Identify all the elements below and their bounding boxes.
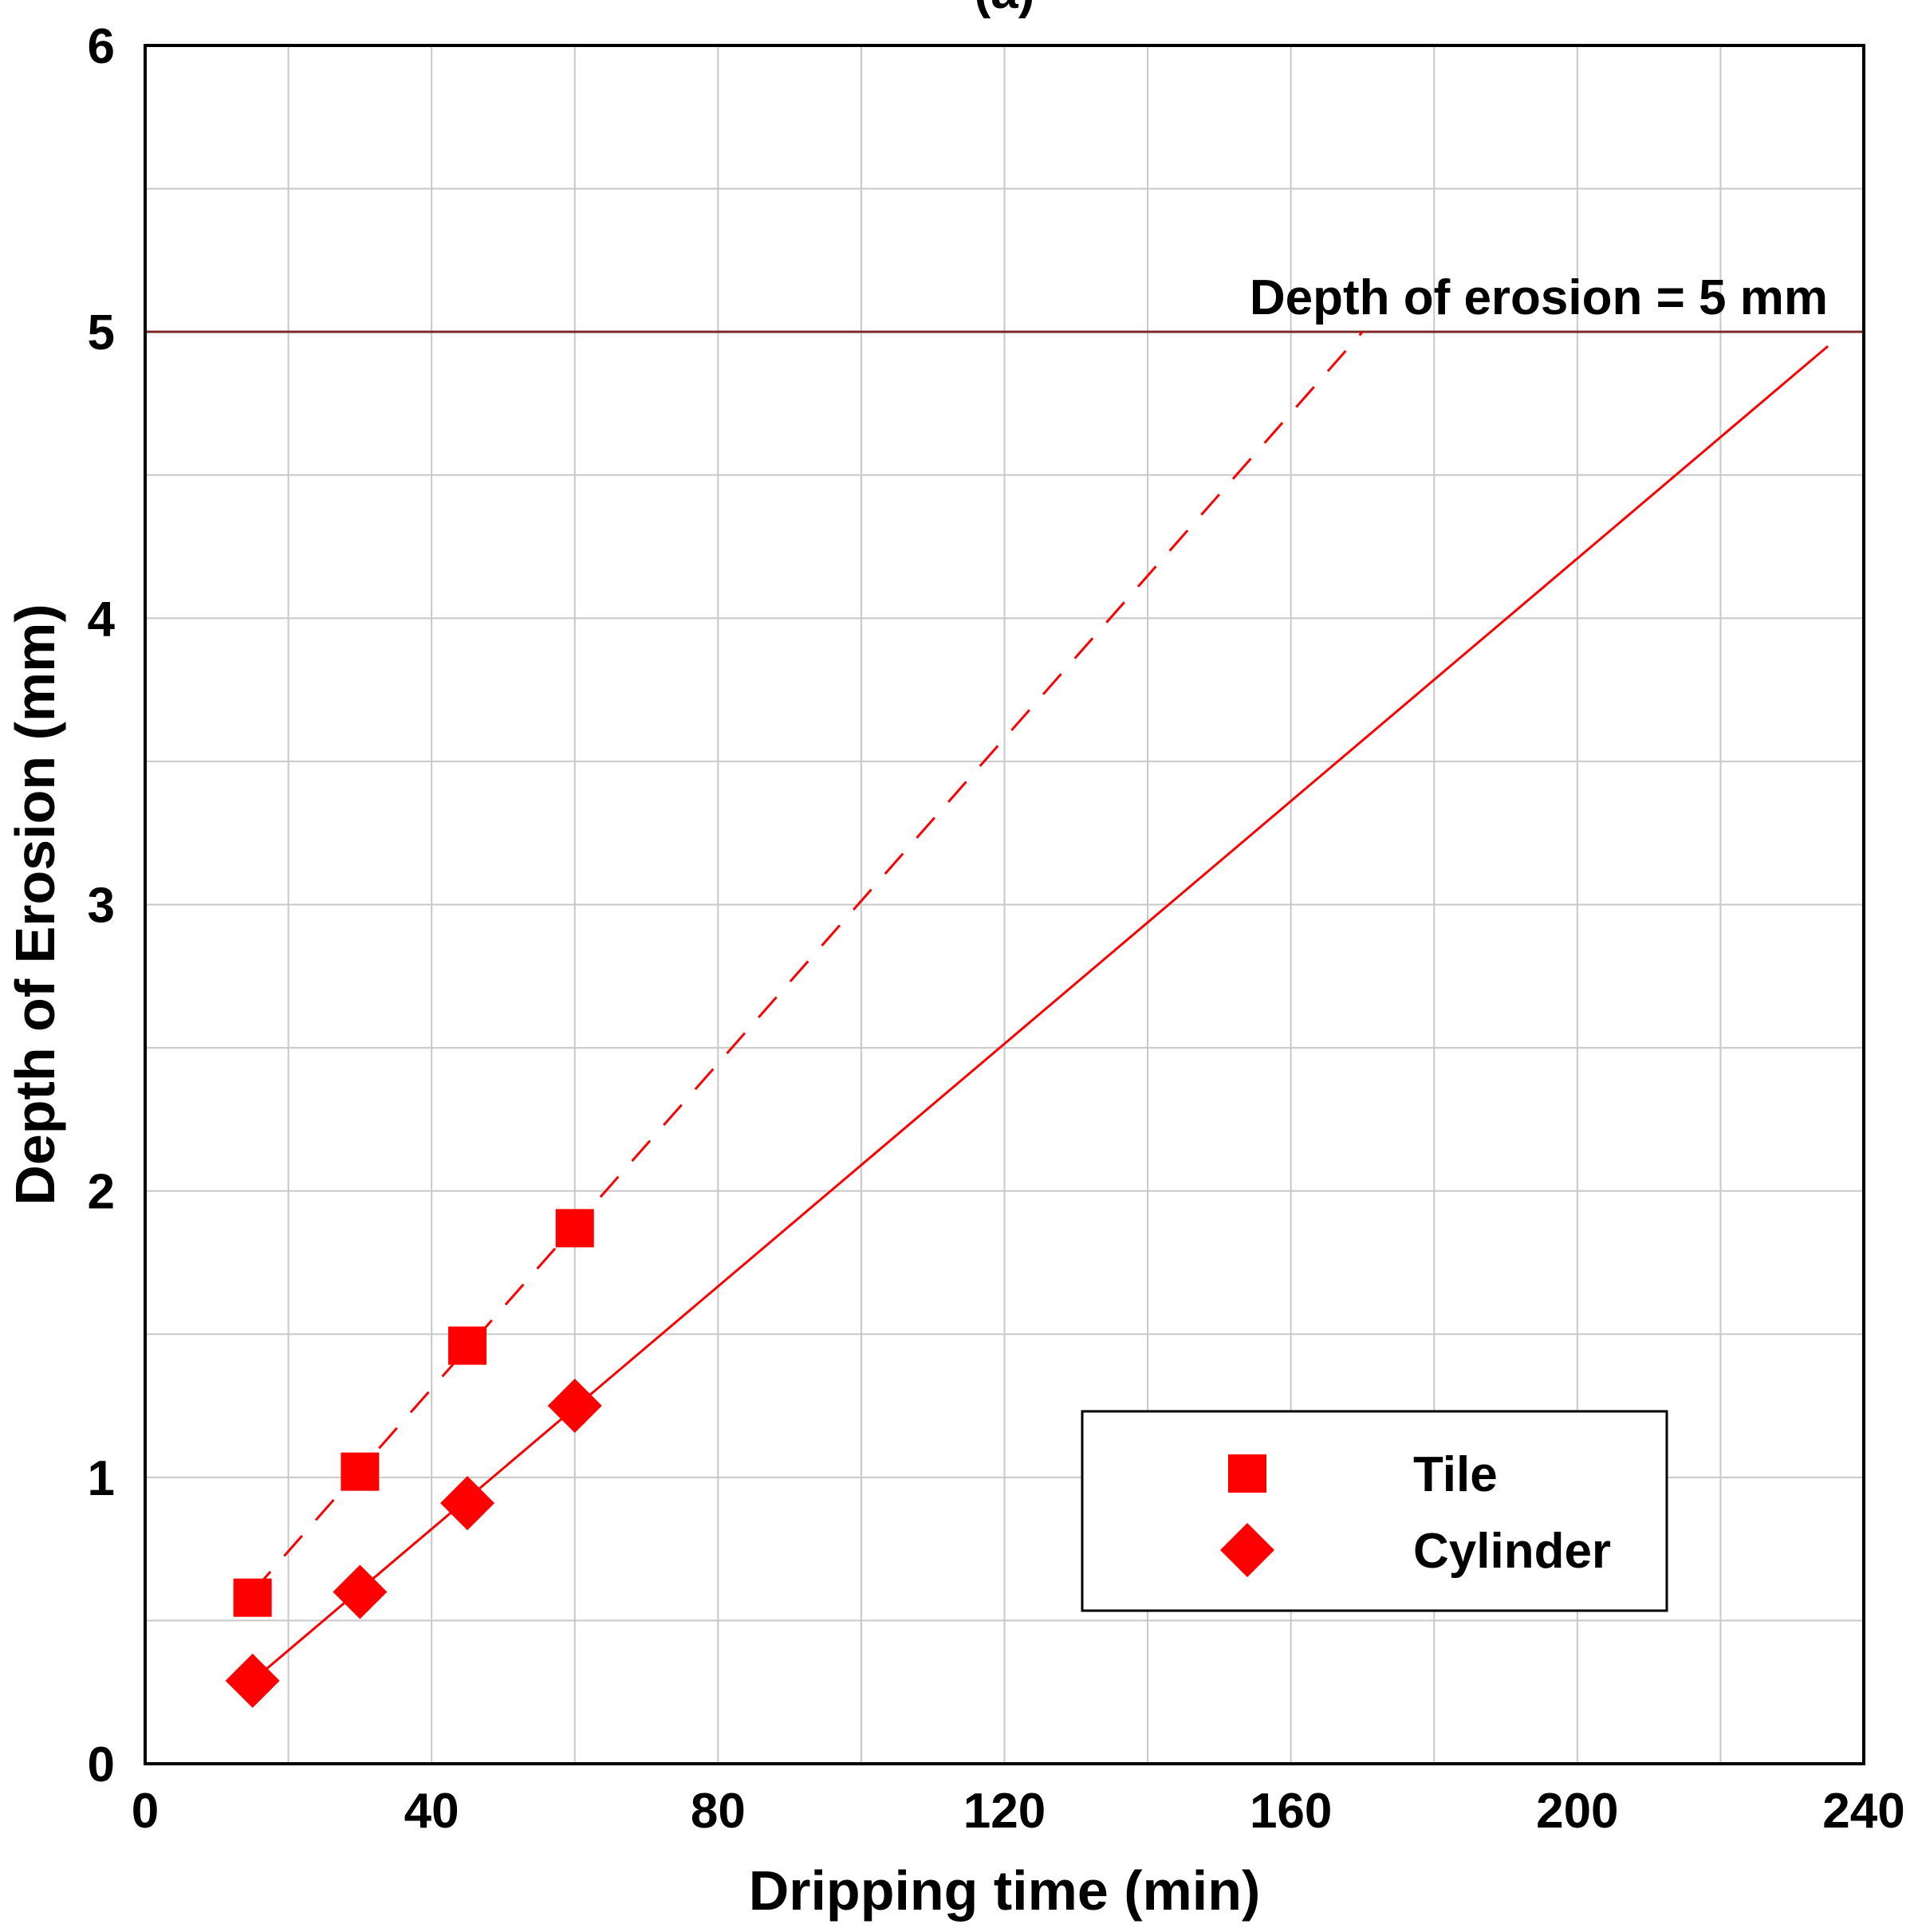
x-tick-labels: 0 40 80 120 160 200 240: [132, 1784, 1905, 1839]
y-tick-label: 2: [88, 1165, 115, 1220]
y-axis-title: Depth of Erosion (mm): [4, 604, 66, 1205]
x-tick-label: 0: [132, 1784, 159, 1839]
data-point-cylinder: [547, 1379, 602, 1434]
y-tick-label: 6: [88, 19, 115, 74]
x-tick-label: 40: [404, 1784, 459, 1839]
data-markers: [225, 1209, 602, 1708]
y-tick-label: 3: [88, 879, 115, 934]
y-tick-label: 0: [88, 1737, 115, 1792]
panel-label: (a): [975, 0, 1035, 19]
y-tick-label: 4: [88, 592, 116, 647]
legend-label-tile: Tile: [1413, 1447, 1498, 1502]
trendlines: [251, 331, 1829, 1682]
legend: Tile Cylinder: [1081, 1410, 1668, 1612]
data-point-tile: [341, 1452, 380, 1491]
data-point-cylinder: [333, 1564, 388, 1619]
reference-line-label: Depth of erosion = 5 mm: [1250, 270, 1828, 325]
legend-items: Tile Cylinder: [1220, 1447, 1611, 1579]
x-tick-label: 160: [1250, 1784, 1332, 1839]
y-tick-labels: 0 1 2 3 4 5 6: [88, 19, 116, 1792]
data-point-cylinder: [225, 1653, 280, 1708]
x-tick-label: 200: [1536, 1784, 1618, 1839]
y-tick-label: 1: [88, 1451, 115, 1506]
trendline-tile: [251, 331, 1364, 1593]
x-axis-title: Dripping time (min): [749, 1859, 1261, 1922]
data-point-cylinder: [440, 1476, 495, 1531]
y-tick-label: 5: [88, 305, 115, 360]
legend-box: [1081, 1410, 1668, 1612]
legend-label-cylinder: Cylinder: [1413, 1524, 1611, 1579]
x-tick-label: 240: [1822, 1784, 1904, 1839]
data-point-tile: [555, 1209, 594, 1248]
x-tick-label: 120: [963, 1784, 1046, 1839]
legend-marker-cylinder: [1220, 1523, 1274, 1577]
x-tick-label: 80: [691, 1784, 746, 1839]
data-point-tile: [448, 1326, 487, 1365]
legend-marker-tile: [1228, 1454, 1266, 1493]
plot-frame: [144, 44, 1865, 1765]
trendline-cylinder: [251, 344, 1829, 1682]
data-point-tile: [233, 1578, 272, 1617]
